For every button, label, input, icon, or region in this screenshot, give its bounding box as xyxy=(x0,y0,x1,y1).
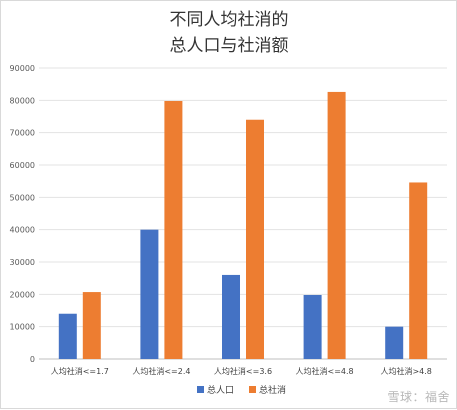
bar-population xyxy=(140,229,159,359)
bar-retail-sales xyxy=(327,91,346,359)
y-tick-label: 20000 xyxy=(10,290,35,299)
bar-population xyxy=(303,294,322,359)
y-tick-label: 80000 xyxy=(10,96,35,105)
gridlines xyxy=(39,67,447,360)
x-tick-label: 人均社消<=3.6 xyxy=(214,366,272,376)
y-tick-label: 0 xyxy=(30,355,35,364)
bar-retail-sales xyxy=(409,182,428,359)
chart-title-line-1: 不同人均社消的 xyxy=(170,10,289,30)
y-tick-label: 90000 xyxy=(10,64,35,73)
y-axis: 0 10000 20000 30000 40000 50000 60000 70000 8000… xyxy=(10,64,35,364)
bar-population xyxy=(222,274,240,359)
legend: 总人口 总社消 xyxy=(197,384,286,396)
x-tick-label: 人均社消<=4.8 xyxy=(296,366,354,376)
bar-retail-sales xyxy=(164,100,183,359)
y-tick-label: 60000 xyxy=(10,161,35,170)
y-tick-label: 30000 xyxy=(10,258,35,267)
legend-swatch xyxy=(197,386,204,393)
x-axis: 人均社消<=1.7 人均社消<=2.4 人均社消<=3.6 人均社消<=4.8 人均社消… xyxy=(51,366,432,376)
x-tick-label: 人均社消<=2.4 xyxy=(132,366,190,376)
bar-population xyxy=(58,313,77,359)
bar-population xyxy=(385,326,404,359)
bars xyxy=(58,91,428,359)
bar-retail-sales xyxy=(246,119,264,359)
y-tick-label: 50000 xyxy=(10,193,35,202)
bar-retail-sales xyxy=(82,292,101,359)
legend-label: 总社消 xyxy=(259,384,286,396)
y-tick-label: 70000 xyxy=(10,129,35,138)
chart-title-line-2: 总人口与社消额 xyxy=(170,36,289,56)
watermark: 雪球：福舍 xyxy=(387,390,450,404)
legend-swatch xyxy=(249,386,256,393)
y-tick-label: 10000 xyxy=(10,323,35,332)
x-tick-label: 人均社消<=1.7 xyxy=(51,366,109,376)
legend-label: 总人口 xyxy=(207,384,234,396)
x-tick-label: 人均社消>4.8 xyxy=(380,366,431,376)
y-tick-label: 40000 xyxy=(10,226,35,235)
